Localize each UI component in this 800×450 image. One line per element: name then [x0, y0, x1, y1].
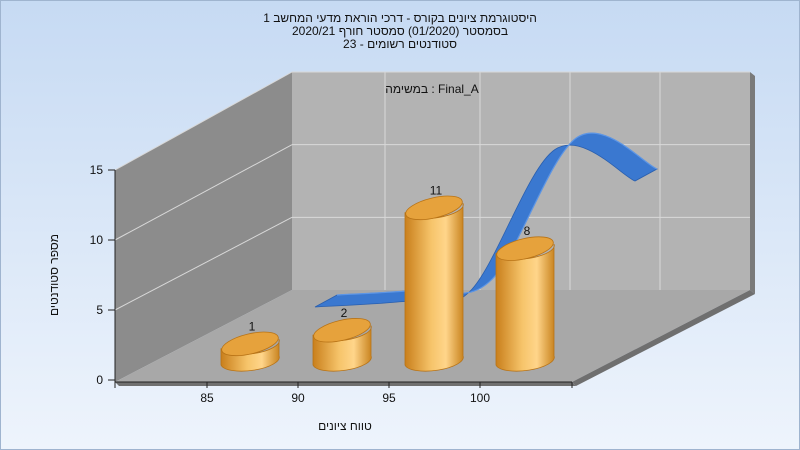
gridline-left [114, 144, 293, 241]
floor-edge-right [572, 290, 755, 386]
y-axis-label: מספר סטודנטים [47, 234, 61, 316]
chart-title-line-2: בסמסטר (01/2020) סמסטר חורף 2020/21 [292, 24, 508, 38]
bar-body [495, 243, 555, 372]
bar-top [313, 318, 371, 343]
floor-edge-front [115, 382, 576, 386]
bar-value-label: 8 [524, 224, 531, 238]
y-tick-label: 10 [90, 233, 104, 247]
bar-value-label: 1 [249, 319, 256, 333]
x-tick-label: 100 [470, 391, 490, 405]
left-wall [115, 72, 292, 382]
bar-top [221, 331, 279, 357]
bar: 8 [495, 224, 555, 372]
x-tick-label: 85 [200, 391, 214, 405]
bar-top [405, 195, 463, 221]
gridlines [114, 71, 750, 311]
chart-title-line-3: סטודנטים רשומים - 23 [343, 37, 457, 51]
bar-value-label: 2 [341, 306, 348, 320]
bar: 11 [404, 183, 464, 372]
assignment-annotation: במשימה : Final_A [385, 82, 479, 96]
bar: 2 [312, 306, 372, 372]
y-tick-label: 15 [90, 163, 104, 177]
gridline-left [114, 216, 293, 311]
bar-body [404, 203, 464, 372]
y-tick-label: 0 [96, 373, 103, 387]
wall-edge [750, 72, 755, 294]
chart-title-line-1: היסטוגרמת ציונים בקורס - דרכי הוראת מדעי… [263, 11, 537, 25]
y-tick-label: 5 [96, 303, 103, 317]
x-tick-label: 95 [382, 391, 396, 405]
gridline-left [114, 71, 293, 171]
bar-value-label: 11 [430, 183, 443, 197]
bar: 1 [220, 319, 280, 372]
x-tick-label: 90 [291, 391, 305, 405]
axes: 0 5 10 15 85 90 95 100 [90, 163, 573, 405]
bars: 1 2 11 8 [220, 183, 555, 372]
bar-top [496, 236, 554, 261]
x-axis-label: טווח ציונים [318, 419, 372, 433]
